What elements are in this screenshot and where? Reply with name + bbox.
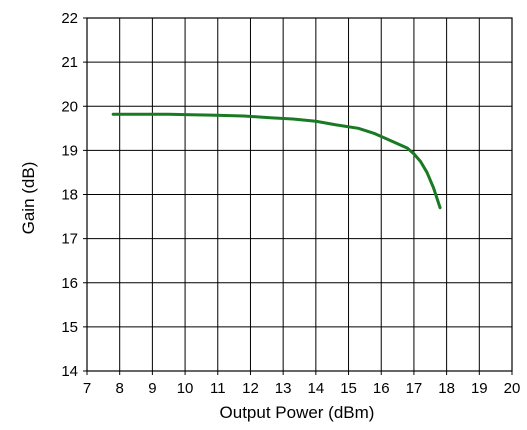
grid (83, 17, 513, 375)
plot-frame (86, 17, 513, 372)
y-tick-label-17: 17 (61, 231, 78, 248)
x-tick-label-17: 17 (406, 380, 423, 397)
series-line-0 (111, 112, 442, 210)
y-tick-label-16: 16 (61, 275, 78, 292)
x-tick-label-20: 20 (504, 380, 521, 397)
x-tick-label-12: 12 (242, 380, 259, 397)
series-group (111, 112, 442, 210)
y-tick-labels: 14 15 16 17 18 19 20 21 22 (61, 10, 78, 380)
y-tick-label-20: 20 (61, 98, 78, 115)
y-tick-label-18: 18 (61, 187, 78, 204)
x-tick-label-13: 13 (275, 380, 292, 397)
x-tick-label-16: 16 (373, 380, 390, 397)
y-axis-label: Gain (dB) (19, 162, 38, 235)
x-tick-label-15: 15 (340, 380, 357, 397)
x-tick-label-18: 18 (438, 380, 455, 397)
y-tick-label-22: 22 (61, 10, 78, 27)
plot-area-border (86, 17, 513, 372)
y-tick-label-15: 15 (61, 319, 78, 336)
y-tick-label-21: 21 (61, 54, 78, 71)
x-tick-label-9: 9 (148, 380, 156, 397)
y-tick-label-14: 14 (61, 363, 78, 380)
x-tick-label-7: 7 (83, 380, 91, 397)
x-tick-label-19: 19 (471, 380, 488, 397)
x-tick-labels: 7 8 9 10 11 12 13 14 15 16 17 18 19 20 (83, 380, 521, 397)
x-axis-label: Output Power (dBm) (220, 403, 375, 422)
x-tick-label-8: 8 (116, 380, 124, 397)
x-tick-label-14: 14 (308, 380, 325, 397)
x-tick-label-10: 10 (177, 380, 194, 397)
x-tick-label-11: 11 (210, 380, 226, 397)
y-tick-label-19: 19 (61, 142, 78, 159)
